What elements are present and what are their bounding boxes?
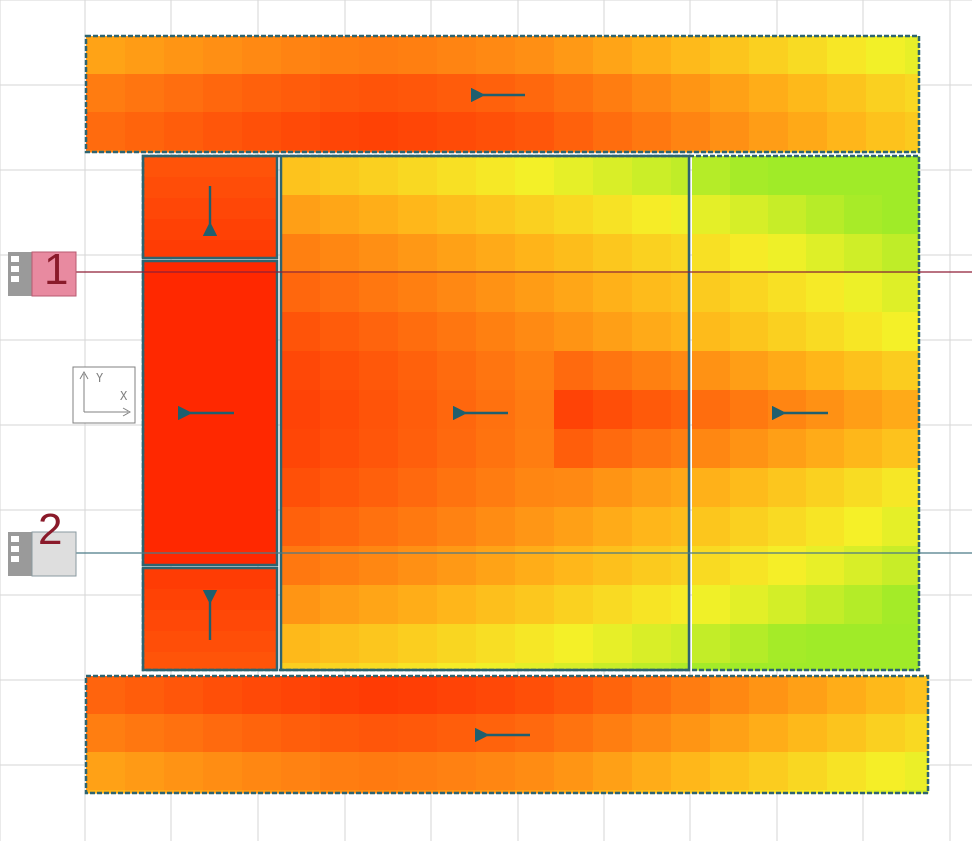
section-marker-2[interactable]: 2 <box>8 505 972 577</box>
border-central-block <box>279 154 691 672</box>
border-bottom-strip <box>84 674 930 795</box>
heat-top-strip <box>86 36 920 153</box>
axis-y-label: Y <box>96 371 104 385</box>
heat-right-block <box>692 156 920 671</box>
section-marker-icon[interactable] <box>8 251 77 297</box>
heat-lower-left-block <box>143 568 278 671</box>
border-upper-left-block <box>141 154 279 260</box>
heatmap <box>86 36 929 794</box>
section-marker-1-box <box>31 251 77 297</box>
section-label-2: 2 <box>38 505 62 554</box>
section-marker-icon[interactable] <box>8 531 77 577</box>
section-marker-1[interactable]: 1 <box>8 245 972 297</box>
section-label-1: 1 <box>44 245 68 294</box>
border-middle-left-block <box>141 259 279 567</box>
section-marker-2-box <box>31 531 77 577</box>
axis-x-label: X <box>120 389 128 403</box>
heat-central-block <box>281 156 690 671</box>
border-lower-left-block <box>141 566 279 672</box>
region-borders <box>84 34 930 795</box>
border-top-strip <box>84 34 921 154</box>
coordinate-axes-icon: Y X <box>72 366 136 424</box>
flow-arrows <box>178 87 828 743</box>
heat-upper-left-block <box>143 156 278 259</box>
